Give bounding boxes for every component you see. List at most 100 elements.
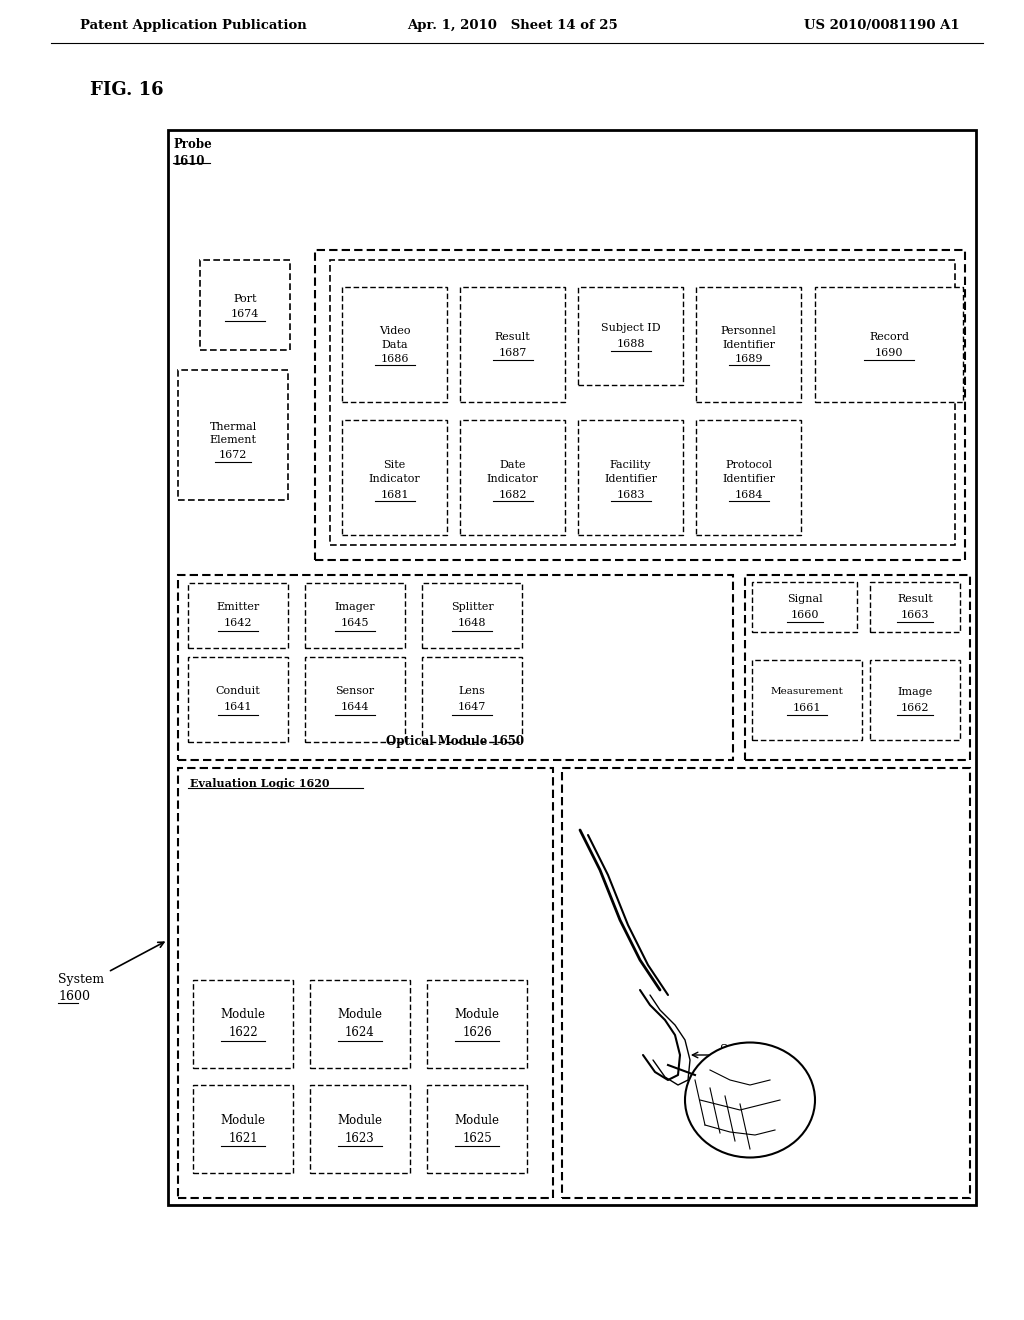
Text: Site: Site: [383, 461, 406, 470]
Text: Module: Module: [220, 1114, 265, 1126]
Bar: [193, 979, 293, 1068]
Text: FIG. 16: FIG. 16: [90, 81, 164, 99]
Text: 1683: 1683: [616, 490, 645, 499]
Bar: [193, 1085, 293, 1173]
Text: Identifier: Identifier: [604, 474, 657, 484]
Bar: [578, 420, 683, 535]
Text: Identifier: Identifier: [722, 474, 775, 484]
Text: Port: Port: [233, 294, 257, 304]
Text: Record: Record: [869, 331, 909, 342]
Text: Conduit: Conduit: [216, 686, 260, 697]
Bar: [310, 979, 410, 1068]
Text: 1674: 1674: [230, 309, 259, 319]
Text: 1641: 1641: [224, 702, 252, 713]
Bar: [696, 286, 801, 403]
Text: 1630: 1630: [720, 1061, 750, 1074]
Text: 1625: 1625: [462, 1131, 492, 1144]
Bar: [342, 286, 447, 403]
Bar: [696, 420, 801, 535]
Text: Sensor: Sensor: [336, 686, 375, 697]
Text: Indicator: Indicator: [486, 474, 539, 484]
Bar: [815, 286, 963, 403]
Text: 1647: 1647: [458, 702, 486, 713]
Bar: [178, 576, 733, 760]
Text: Module: Module: [338, 1114, 383, 1126]
Text: Measurement: Measurement: [771, 688, 844, 697]
Bar: [178, 370, 288, 500]
Text: 1689: 1689: [734, 354, 763, 363]
Bar: [562, 768, 970, 1199]
Text: Identifier: Identifier: [722, 339, 775, 350]
Bar: [305, 657, 406, 742]
Text: 1686: 1686: [380, 354, 409, 363]
Text: System: System: [58, 974, 104, 986]
Bar: [578, 286, 683, 385]
Text: Imager: Imager: [335, 602, 376, 612]
Bar: [427, 1085, 527, 1173]
Text: Lens: Lens: [459, 686, 485, 697]
Bar: [745, 576, 970, 760]
Bar: [870, 660, 961, 741]
Text: 1645: 1645: [341, 619, 370, 628]
Bar: [460, 420, 565, 535]
Bar: [310, 1085, 410, 1173]
Text: 1672: 1672: [219, 450, 247, 459]
Text: Module: Module: [455, 1008, 500, 1022]
Bar: [752, 582, 857, 632]
Text: 1642: 1642: [224, 619, 252, 628]
Text: Surface: Surface: [720, 1044, 766, 1056]
Text: 1690: 1690: [874, 347, 903, 358]
Text: Element: Element: [210, 436, 256, 445]
Text: Subject ID: Subject ID: [601, 323, 660, 333]
Bar: [305, 583, 406, 648]
Text: 1610: 1610: [173, 154, 206, 168]
Bar: [330, 260, 955, 545]
Text: Data: Data: [381, 339, 408, 350]
Ellipse shape: [685, 1043, 815, 1158]
Text: Module: Module: [455, 1114, 500, 1126]
Text: Apr. 1, 2010   Sheet 14 of 25: Apr. 1, 2010 Sheet 14 of 25: [407, 18, 617, 32]
Text: 1626: 1626: [462, 1027, 492, 1040]
Text: Emitter: Emitter: [216, 602, 260, 612]
Bar: [168, 129, 976, 1205]
Text: Module: Module: [220, 1008, 265, 1022]
Text: 1624: 1624: [345, 1027, 375, 1040]
Text: 1648: 1648: [458, 619, 486, 628]
Text: 1600: 1600: [58, 990, 90, 1003]
Bar: [200, 260, 290, 350]
Text: Thermal: Thermal: [209, 422, 257, 432]
Bar: [427, 979, 527, 1068]
Text: Personnel: Personnel: [721, 326, 776, 335]
Text: Optical Module 1650: Optical Module 1650: [386, 735, 524, 748]
Text: 1687: 1687: [499, 347, 526, 358]
Bar: [422, 583, 522, 648]
Bar: [178, 768, 553, 1199]
Text: Facility: Facility: [610, 461, 651, 470]
Text: Image: Image: [897, 686, 933, 697]
Text: 1660: 1660: [791, 610, 819, 620]
Bar: [315, 249, 965, 560]
Bar: [460, 286, 565, 403]
Text: Module: Module: [338, 1008, 383, 1022]
Bar: [752, 660, 862, 741]
Text: 1623: 1623: [345, 1131, 375, 1144]
Text: US 2010/0081190 A1: US 2010/0081190 A1: [805, 18, 961, 32]
Text: Indicator: Indicator: [369, 474, 421, 484]
Text: 1662: 1662: [901, 704, 929, 713]
Bar: [188, 657, 288, 742]
Text: 1684: 1684: [734, 490, 763, 499]
Text: Result: Result: [897, 594, 933, 605]
Text: Signal: Signal: [786, 594, 822, 605]
Text: 1682: 1682: [499, 490, 526, 499]
Bar: [188, 583, 288, 648]
Text: 1644: 1644: [341, 702, 370, 713]
Text: 1622: 1622: [228, 1027, 258, 1040]
Text: 1663: 1663: [901, 610, 929, 620]
Text: 1681: 1681: [380, 490, 409, 499]
Bar: [870, 582, 961, 632]
Text: 1661: 1661: [793, 704, 821, 713]
Text: Probe: Probe: [173, 139, 212, 150]
Text: Protocol: Protocol: [725, 461, 772, 470]
Text: 1688: 1688: [616, 339, 645, 348]
Text: Date: Date: [500, 461, 525, 470]
